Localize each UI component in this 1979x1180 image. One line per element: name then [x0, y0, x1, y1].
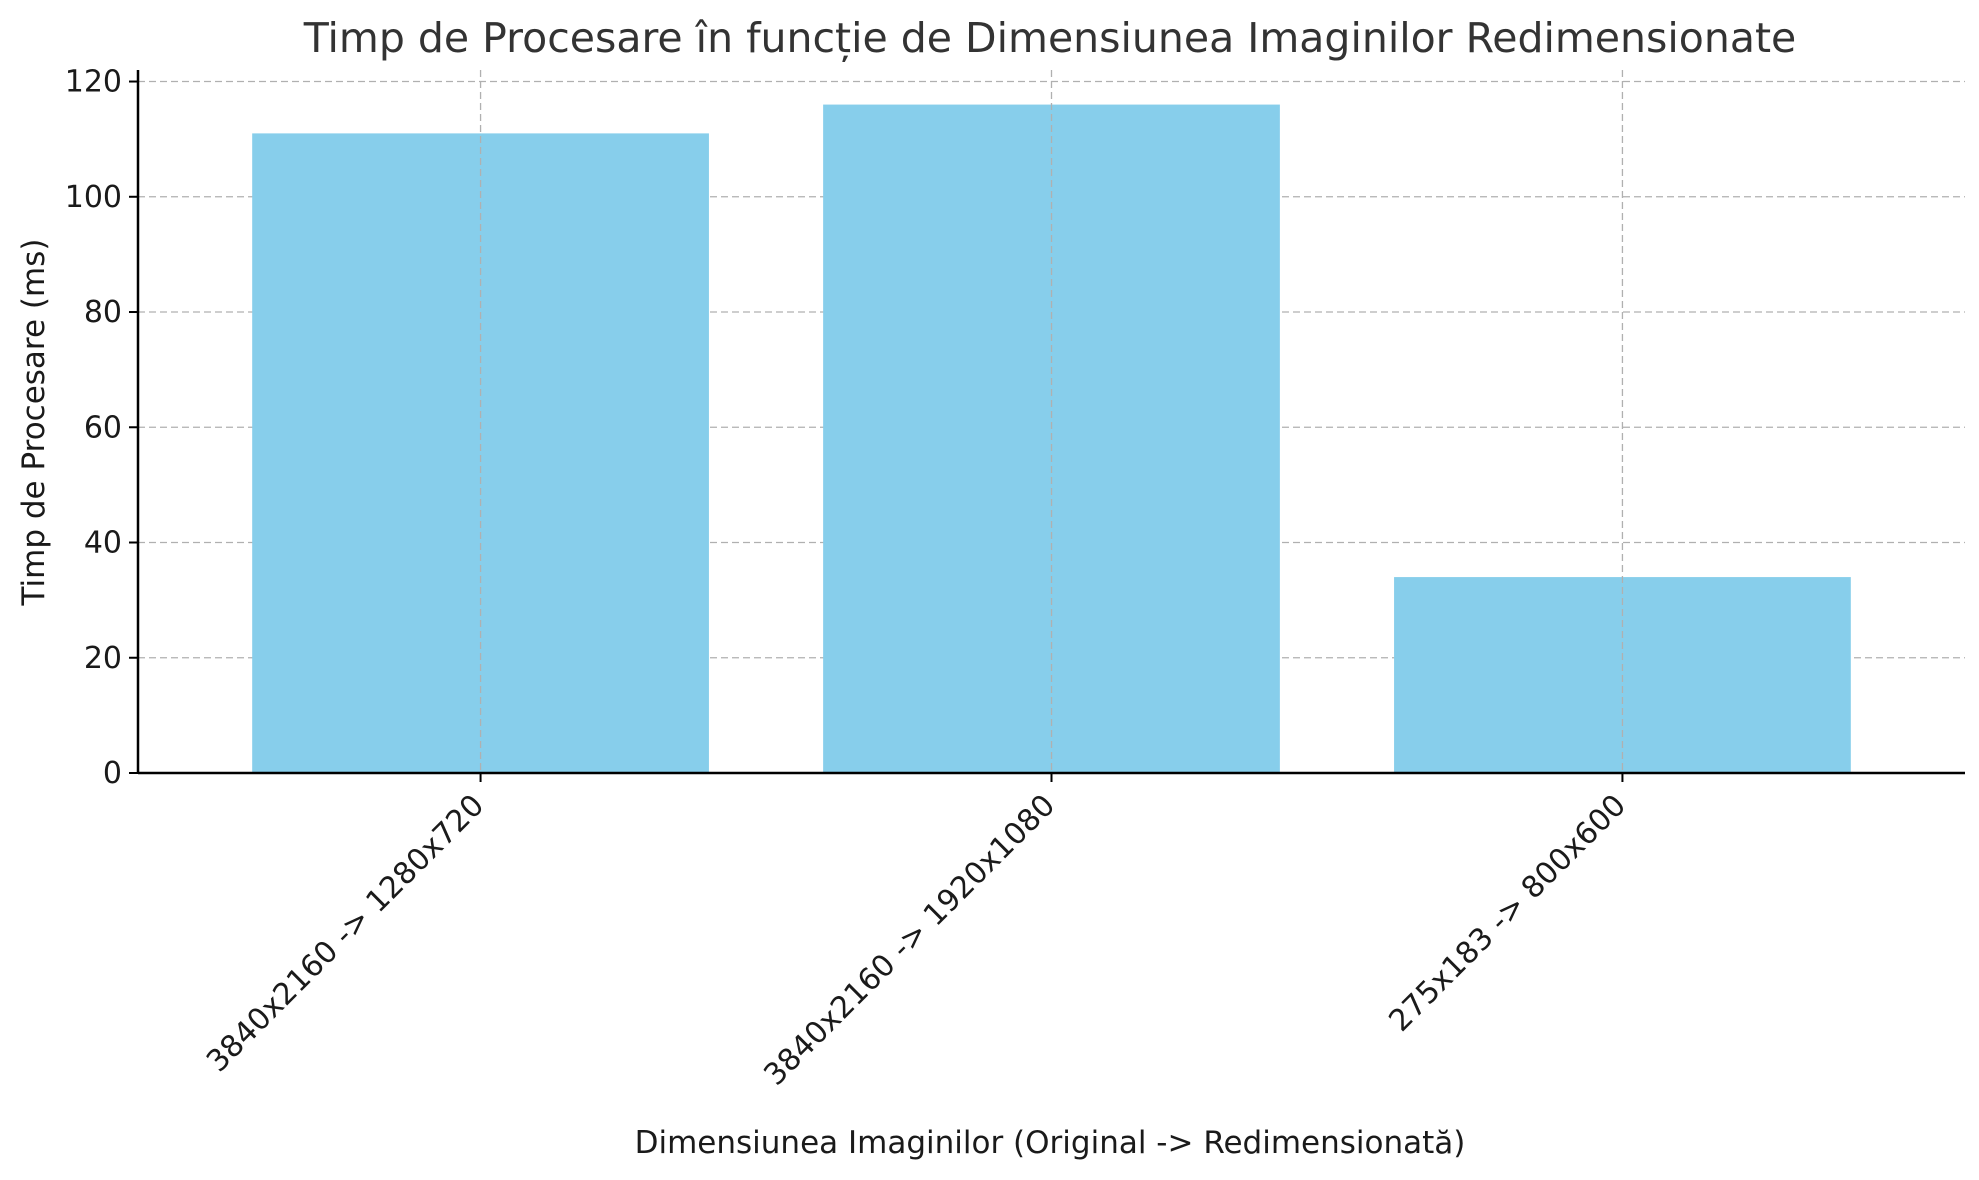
bars [252, 104, 1851, 773]
x-tick-label: 3840x2160 -> 1280x720 [200, 788, 491, 1079]
y-tick-label: 40 [84, 526, 122, 561]
y-tick-label: 120 [65, 65, 122, 100]
y-tick-label: 80 [84, 295, 122, 330]
x-tick-label: 275x183 -> 800x600 [1382, 788, 1633, 1039]
y-axis-label: Timp de Procesare (ms) [16, 239, 52, 607]
y-tick-label: 60 [84, 410, 122, 445]
chart-title: Timp de Procesare în funcție de Dimensiu… [303, 14, 1797, 62]
x-tick-label: 3840x2160 -> 1920x1080 [757, 788, 1062, 1093]
x-axis-label: Dimensiunea Imaginilor (Original -> Redi… [635, 1125, 1466, 1161]
y-tick-label: 0 [103, 756, 122, 791]
y-tick-label: 20 [84, 641, 122, 676]
y-tick-label: 100 [65, 180, 122, 215]
